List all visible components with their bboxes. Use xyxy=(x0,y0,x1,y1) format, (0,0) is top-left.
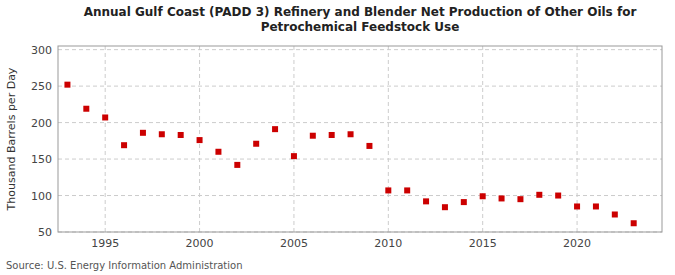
point xyxy=(366,143,372,149)
point xyxy=(83,106,89,112)
tick-label: 2015 xyxy=(469,237,497,250)
grid-line xyxy=(482,46,483,232)
point xyxy=(159,131,165,137)
point xyxy=(423,198,429,204)
grid-line xyxy=(388,46,389,232)
tick-label: 2005 xyxy=(280,237,308,250)
point xyxy=(442,204,448,210)
point xyxy=(121,142,127,148)
point xyxy=(291,153,297,159)
tick-label: 1995 xyxy=(91,237,119,250)
point xyxy=(574,203,580,209)
tick-label: 2000 xyxy=(186,237,214,250)
grid-line xyxy=(293,46,294,232)
point xyxy=(215,149,221,155)
point xyxy=(329,132,335,138)
point xyxy=(385,187,391,193)
title-line: Petrochemical Feedstock Use xyxy=(261,20,460,34)
annotation: Source: U.S. Energy Information Administ… xyxy=(6,260,243,271)
point xyxy=(234,162,240,168)
point xyxy=(272,126,278,132)
point xyxy=(517,196,523,202)
point xyxy=(348,131,354,137)
grid-line xyxy=(58,49,662,50)
point xyxy=(102,114,108,120)
grid-line xyxy=(58,195,662,196)
point xyxy=(197,137,203,143)
point xyxy=(404,187,410,193)
title: Annual Gulf Coast (PADD 3) Refinery and … xyxy=(84,5,637,34)
point xyxy=(64,82,70,88)
tick-label: 250 xyxy=(31,80,52,93)
point xyxy=(461,199,467,205)
plot-frame xyxy=(58,46,662,232)
point xyxy=(480,193,486,199)
point xyxy=(612,211,618,217)
grid xyxy=(58,46,662,232)
point xyxy=(631,220,637,226)
point xyxy=(536,192,542,198)
grid-line xyxy=(105,46,106,232)
y-axis-label: Thousand Barrels per Day xyxy=(5,67,18,211)
tick-label: 150 xyxy=(31,153,52,166)
tick-label: 100 xyxy=(31,190,52,203)
tick-label: 300 xyxy=(31,44,52,57)
chart: Annual Gulf Coast (PADD 3) Refinery and … xyxy=(0,0,675,275)
points xyxy=(64,82,636,227)
point xyxy=(178,132,184,138)
grid-line xyxy=(58,159,662,160)
tick-label: 2020 xyxy=(563,237,591,250)
point xyxy=(593,203,599,209)
point xyxy=(310,133,316,139)
grid-line xyxy=(58,122,662,123)
tick-label: 50 xyxy=(38,226,52,239)
tick-label: 200 xyxy=(31,117,52,130)
point xyxy=(140,130,146,136)
point xyxy=(253,141,259,147)
tick-label: 2010 xyxy=(374,237,402,250)
point xyxy=(555,193,561,199)
grid-line xyxy=(58,86,662,87)
point xyxy=(499,195,505,201)
title-line: Annual Gulf Coast (PADD 3) Refinery and … xyxy=(84,5,637,19)
